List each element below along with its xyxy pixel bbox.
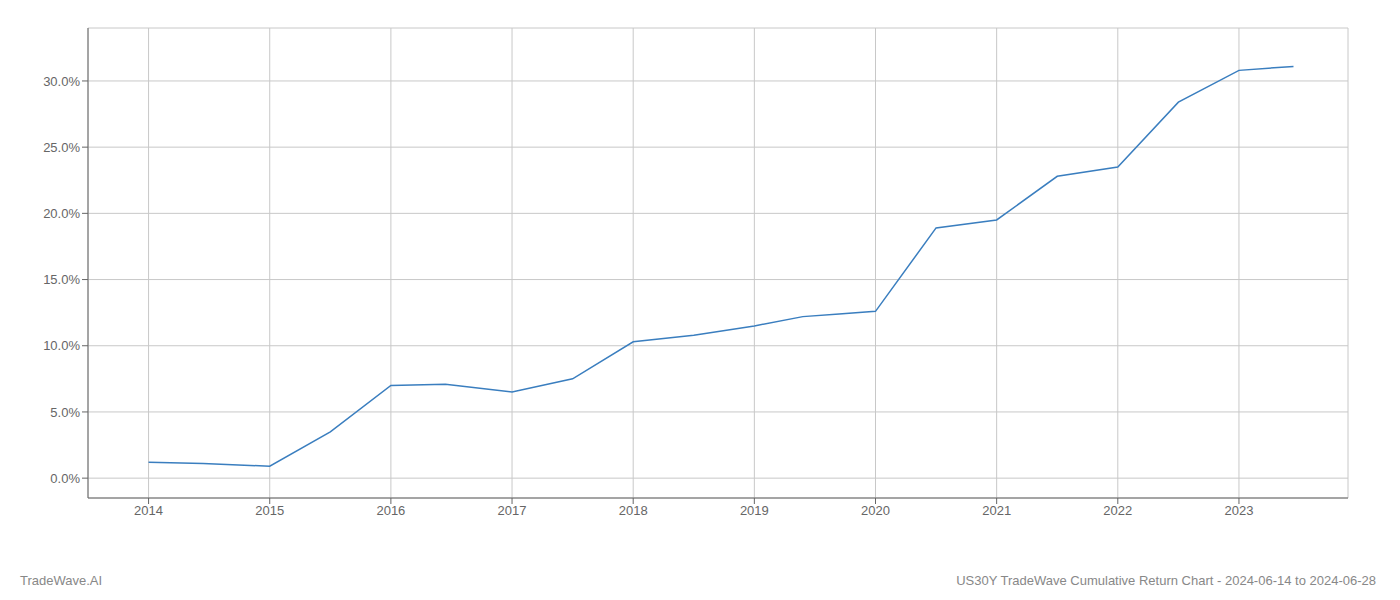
svg-text:2021: 2021 [982, 503, 1011, 518]
svg-text:2019: 2019 [740, 503, 769, 518]
svg-text:2023: 2023 [1225, 503, 1254, 518]
svg-text:2016: 2016 [376, 503, 405, 518]
svg-text:25.0%: 25.0% [43, 140, 80, 155]
svg-text:2015: 2015 [255, 503, 284, 518]
svg-text:2018: 2018 [619, 503, 648, 518]
svg-text:0.0%: 0.0% [50, 471, 80, 486]
html-text:TradeWave.AI: TradeWave.AI [20, 573, 103, 588]
svg-text:20.0%: 20.0% [43, 206, 80, 221]
svg-text:2020: 2020 [861, 503, 890, 518]
svg-text:30.0%: 30.0% [43, 74, 80, 89]
svg-text:2022: 2022 [1103, 503, 1132, 518]
svg-text:2017: 2017 [498, 503, 527, 518]
svg-text:15.0%: 15.0% [43, 272, 80, 287]
html-text:US30Y TradeWave Cumulative Ret: US30Y TradeWave Cumulative Return Chart … [956, 573, 1376, 588]
svg-text:5.0%: 5.0% [50, 405, 80, 420]
svg-text:10.0%: 10.0% [43, 338, 80, 353]
svg-text:2014: 2014 [134, 503, 163, 518]
